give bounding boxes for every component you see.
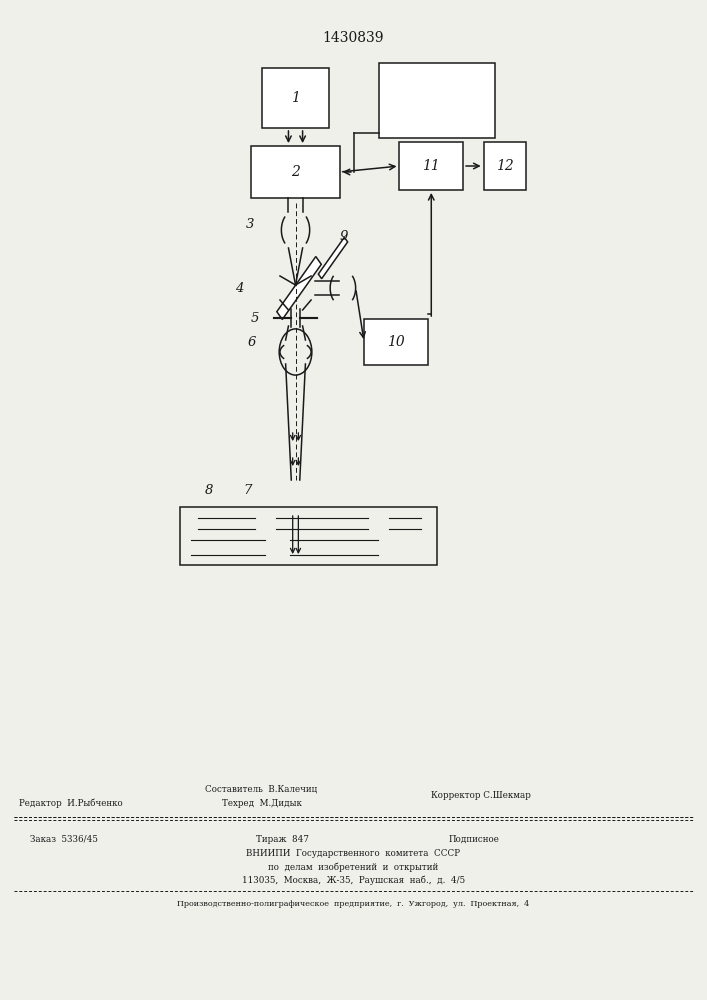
Bar [252, 146, 339, 198]
Text: Производственно-полиграфическое  предприятие,  г.  Ужгород,  ул.  Проектная,  4: Производственно-полиграфическое предприя… [177, 900, 530, 908]
Text: 2: 2 [291, 165, 300, 179]
Polygon shape [318, 237, 348, 279]
Text: 11: 11 [422, 159, 440, 173]
Text: 9: 9 [339, 230, 348, 242]
Text: Тираж  847: Тираж 847 [257, 834, 309, 844]
Text: 1: 1 [291, 91, 300, 105]
Text: Подписное: Подписное [448, 834, 499, 844]
Text: Заказ  5336/45: Заказ 5336/45 [30, 834, 98, 844]
Text: 7: 7 [243, 485, 252, 497]
Bar [484, 142, 526, 190]
Text: 113035,  Москва,  Ж-35,  Раушская  наб.,  д.  4/5: 113035, Москва, Ж-35, Раушская наб., д. … [242, 875, 465, 885]
Bar [364, 319, 428, 365]
Text: 6: 6 [247, 336, 256, 349]
Text: 1430839: 1430839 [323, 31, 384, 45]
Text: Составитель  В.Калечиц: Составитель В.Калечиц [206, 784, 317, 794]
Text: 10: 10 [387, 335, 405, 349]
Polygon shape [277, 257, 321, 319]
Text: 3: 3 [245, 219, 254, 232]
Text: Техред  М.Дидык: Техред М.Дидык [222, 798, 301, 808]
Text: 8: 8 [204, 485, 213, 497]
Text: 12: 12 [496, 159, 514, 173]
Bar [180, 507, 437, 565]
Text: 5: 5 [250, 312, 259, 324]
Text: ВНИИПИ  Государственного  комитета  СССР: ВНИИПИ Государственного комитета СССР [247, 849, 460, 858]
Text: Редактор  И.Рыбченко: Редактор И.Рыбченко [19, 798, 122, 808]
Text: 4: 4 [235, 282, 243, 294]
Bar [399, 142, 463, 190]
Text: по  делам  изобретений  и  открытий: по делам изобретений и открытий [269, 862, 438, 872]
Text: Корректор С.Шекмар: Корректор С.Шекмар [431, 792, 531, 800]
Bar [379, 62, 496, 137]
Bar [262, 68, 329, 128]
